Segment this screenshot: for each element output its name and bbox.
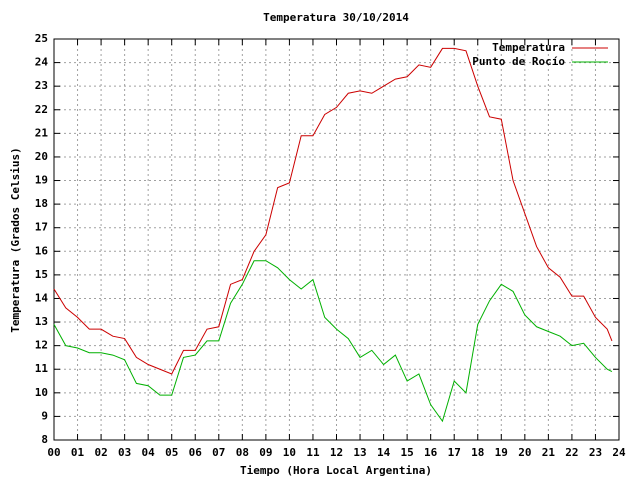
- x-tick-label: 14: [377, 446, 391, 459]
- x-tick-label: 03: [118, 446, 131, 459]
- x-tick-label: 09: [259, 446, 272, 459]
- y-tick-label: 22: [35, 103, 48, 116]
- data-line: [53, 260, 613, 423]
- y-axis-label: Temperatura (Grados Celsius): [9, 147, 22, 332]
- x-tick-label: 12: [330, 446, 343, 459]
- y-tick-label: 17: [35, 221, 48, 234]
- legend-label: Temperatura: [492, 41, 565, 54]
- y-tick-label: 11: [35, 362, 49, 375]
- legend-label: Punto de Rocío: [472, 55, 565, 68]
- x-tick-label: 22: [565, 446, 578, 459]
- x-tick-label: 16: [424, 446, 438, 459]
- x-tick-label: 01: [71, 446, 85, 459]
- y-tick-label: 24: [35, 56, 49, 69]
- x-tick-label: 10: [283, 446, 296, 459]
- x-tick-label: 23: [589, 446, 602, 459]
- y-tick-label: 15: [35, 268, 48, 281]
- x-tick-label: 20: [518, 446, 531, 459]
- y-tick-label: 18: [35, 197, 48, 210]
- data-line: [53, 47, 613, 375]
- x-tick-label: 08: [236, 446, 249, 459]
- x-tick-label: 18: [471, 446, 484, 459]
- x-tick-label: 02: [94, 446, 107, 459]
- chart-title: Temperatura 30/10/2014: [263, 11, 409, 24]
- x-axis-label: Tiempo (Hora Local Argentina): [240, 464, 432, 477]
- x-tick-label: 17: [448, 446, 461, 459]
- x-tick-label: 15: [401, 446, 414, 459]
- y-tick-label: 25: [35, 32, 48, 45]
- x-tick-label: 04: [142, 446, 156, 459]
- y-tick-label: 19: [35, 174, 48, 187]
- y-tick-label: 13: [35, 315, 48, 328]
- y-tick-label: 10: [35, 386, 48, 399]
- plot-frame: [53, 38, 620, 441]
- x-tick-label: 07: [212, 446, 225, 459]
- x-tick-label: 05: [165, 446, 178, 459]
- x-tick-label: 00: [47, 446, 60, 459]
- x-tick-label: 11: [306, 446, 320, 459]
- x-tick-label: 06: [189, 446, 203, 459]
- y-tick-label: 21: [35, 126, 49, 139]
- x-tick-label: 13: [353, 446, 366, 459]
- x-tick-label: 19: [495, 446, 508, 459]
- y-tick-label: 12: [35, 339, 48, 352]
- x-tick-label: 21: [542, 446, 556, 459]
- y-tick-label: 14: [35, 291, 49, 304]
- y-tick-label: 9: [41, 409, 48, 422]
- x-tick-label: 24: [612, 446, 626, 459]
- y-tick-label: 16: [35, 244, 49, 257]
- y-tick-label: 20: [35, 150, 48, 163]
- y-tick-label: 23: [35, 79, 48, 92]
- y-tick-label: 8: [41, 433, 48, 446]
